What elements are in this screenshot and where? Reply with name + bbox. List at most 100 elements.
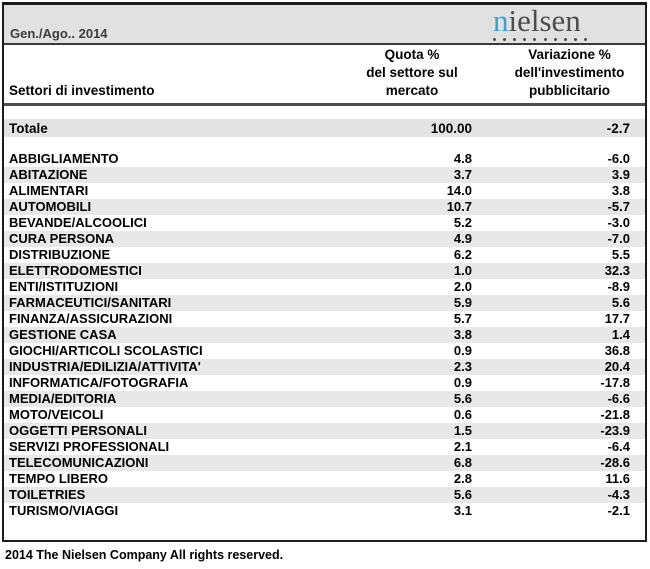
sector-label: TELECOMUNICAZIONI <box>9 455 149 470</box>
logo-dot <box>523 38 527 41</box>
quota-value: 14.0 <box>446 183 472 198</box>
total-variazione-value: -2.7 <box>606 120 630 136</box>
sector-label: ELETTRODOMESTICI <box>9 263 142 278</box>
quota-value: 1.0 <box>453 263 472 278</box>
sector-label: INDUSTRIA/EDILIZIA/ATTIVITA' <box>9 359 201 374</box>
variazione-value: -6.4 <box>607 439 630 454</box>
sector-label: ENTI/ISTITUZIONI <box>9 279 119 294</box>
sector-label: TEMPO LIBERO <box>9 471 108 486</box>
sector-label: BEVANDE/ALCOOLICI <box>9 215 147 230</box>
logo-dot <box>493 38 496 41</box>
variazione-value: -23.9 <box>600 423 630 438</box>
logo-dot <box>583 38 587 41</box>
sector-label: OGGETTI PERSONALI <box>9 423 147 438</box>
table-row: TEMPO LIBERO 2.8 11.6 <box>4 471 645 487</box>
variazione-value: -6.6 <box>607 391 630 406</box>
variazione-value: -28.6 <box>600 455 630 470</box>
variazione-value: -5.7 <box>607 199 630 214</box>
table-row: ABITAZIONE 3.7 3.9 <box>4 167 645 183</box>
variazione-value: -2.1 <box>607 503 630 518</box>
copyright-footer: 2014 The Nielsen Company All rights rese… <box>5 548 284 562</box>
table-row: CURA PERSONA 4.9 -7.0 <box>4 231 645 247</box>
variazione-value: 1.4 <box>611 327 630 342</box>
sector-label: CURA PERSONA <box>9 231 114 246</box>
variazione-value: 5.6 <box>611 295 630 310</box>
sector-label: GESTIONE CASA <box>9 327 117 342</box>
table-row: TOILETRIES 5.6 -4.3 <box>4 487 645 503</box>
quota-value: 4.9 <box>453 231 472 246</box>
column-header-sector: Settori di investimento <box>9 83 155 98</box>
table-row: GESTIONE CASA 3.8 1.4 <box>4 327 645 343</box>
nielsen-logo-dots <box>493 38 587 41</box>
table-row: AUTOMOBILI 10.7 -5.7 <box>4 199 645 215</box>
quota-value: 1.5 <box>453 423 472 438</box>
column-header-variazione: Variazione % dell'investimento pubblicit… <box>514 47 625 98</box>
variazione-value: -17.8 <box>600 375 630 390</box>
variazione-value: 11.6 <box>605 471 630 486</box>
table-row: FARMACEUTICI/SANITARI 5.9 5.6 <box>4 295 645 311</box>
sector-label: MEDIA/EDITORIA <box>9 391 117 406</box>
variazione-value: 32.3 <box>604 263 630 278</box>
table-row: ABBIGLIAMENTO 4.8 -6.0 <box>4 151 645 167</box>
table-row: INFORMATICA/FOTOGRAFIA 0.9 -17.8 <box>4 375 645 391</box>
nielsen-logo: nielsen <box>493 3 593 41</box>
variazione-value: 20.4 <box>604 359 630 374</box>
variazione-value: -21.8 <box>600 407 630 422</box>
period-label: Gen./Ago.. 2014 <box>10 26 108 41</box>
nielsen-logo-n: n <box>493 3 509 38</box>
table-row: MEDIA/EDITORIA 5.6 -6.6 <box>4 391 645 407</box>
sector-label: FINANZA/ASSICURAZIONI <box>9 311 173 326</box>
logo-dot <box>553 38 557 41</box>
table-row: OGGETTI PERSONALI 1.5 -23.9 <box>4 423 645 439</box>
quota-value: 5.6 <box>453 391 472 406</box>
total-label: Totale <box>9 120 48 136</box>
table-row: TELECOMUNICAZIONI 6.8 -28.6 <box>4 455 645 471</box>
quota-value: 10.7 <box>446 199 472 214</box>
spacer <box>4 137 645 151</box>
header-band: Gen./Ago.. 2014 nielsen <box>4 5 645 45</box>
logo-dot <box>503 38 507 41</box>
sector-label: TOILETRIES <box>9 487 86 502</box>
logo-dot <box>543 38 547 41</box>
variazione-value: 3.9 <box>611 167 630 182</box>
quota-value: 2.8 <box>453 471 472 486</box>
table-row: ALIMENTARI 14.0 3.8 <box>4 183 645 199</box>
quota-value: 5.6 <box>453 487 472 502</box>
sector-label: INFORMATICA/FOTOGRAFIA <box>9 375 189 390</box>
table-row: GIOCHI/ARTICOLI SCOLASTICI 0.9 36.8 <box>4 343 645 359</box>
total-row: Totale 100.00 -2.7 <box>4 119 645 137</box>
variazione-value: -4.3 <box>607 487 630 502</box>
quota-value: 0.9 <box>453 343 472 358</box>
variazione-value: 3.8 <box>611 183 630 198</box>
sector-label: SERVIZI PROFESSIONALI <box>9 439 170 454</box>
table-row: SERVIZI PROFESSIONALI 2.1 -6.4 <box>4 439 645 455</box>
table-row: BEVANDE/ALCOOLICI 5.2 -3.0 <box>4 215 645 231</box>
quota-value: 6.2 <box>453 247 472 262</box>
sector-label: GIOCHI/ARTICOLI SCOLASTICI <box>9 343 203 358</box>
variazione-value: -6.0 <box>607 151 630 166</box>
logo-dot <box>563 38 567 41</box>
quota-value: 2.1 <box>453 439 472 454</box>
quota-value: 0.6 <box>453 407 472 422</box>
total-quota-value: 100.00 <box>430 120 472 136</box>
sector-label: ABBIGLIAMENTO <box>9 151 119 166</box>
quota-value: 5.9 <box>453 295 472 310</box>
nielsen-logo-rest: ielsen <box>508 3 581 38</box>
quota-value: 4.8 <box>453 151 472 166</box>
sector-label: AUTOMOBILI <box>9 199 92 214</box>
sector-label: ABITAZIONE <box>9 167 88 182</box>
nielsen-logo-text: nielsen <box>493 3 593 38</box>
variazione-value: 36.8 <box>604 343 630 358</box>
report-table: Gen./Ago.. 2014 nielsen Settori di inves… <box>2 2 647 542</box>
table-row: TURISMO/VIAGGI 3.1 -2.1 <box>4 503 645 519</box>
logo-dot <box>533 38 537 41</box>
sector-label: DISTRIBUZIONE <box>9 247 111 262</box>
table-row: DISTRIBUZIONE 6.2 5.5 <box>4 247 645 263</box>
sector-label: MOTO/VEICOLI <box>9 407 104 422</box>
sector-label: ALIMENTARI <box>9 183 89 198</box>
spacer <box>4 106 645 119</box>
variazione-value: 5.5 <box>611 247 630 262</box>
table-row: ELETTRODOMESTICI 1.0 32.3 <box>4 263 645 279</box>
quota-value: 6.8 <box>453 455 472 470</box>
